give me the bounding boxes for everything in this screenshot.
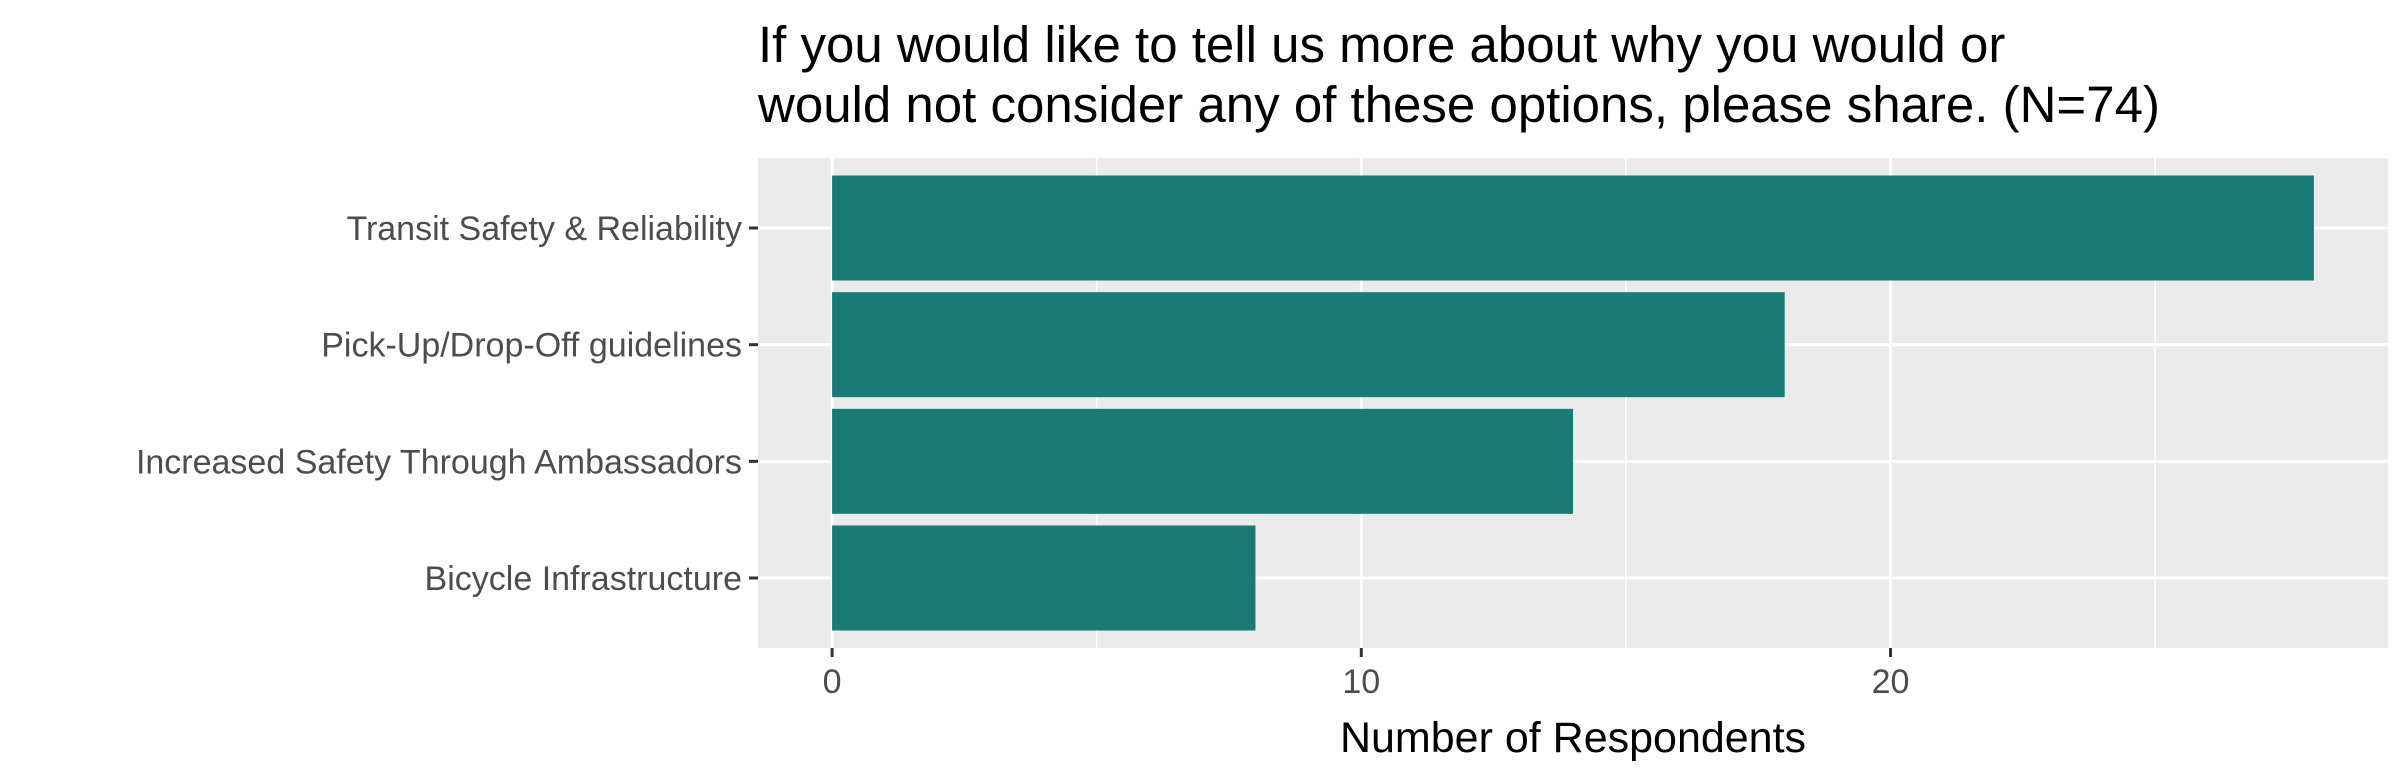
x-axis: 0 10 20 <box>823 648 1910 701</box>
chart-title-line-1: If you would like to tell us more about … <box>758 16 2005 73</box>
y-tick-label-2: Increased Safety Through Ambassadors <box>136 443 742 481</box>
y-tick-label-3: Bicycle Infrastructure <box>425 560 742 598</box>
y-axis: Transit Safety & Reliability Pick-Up/Drop… <box>136 210 758 598</box>
bar-0 <box>832 175 2314 281</box>
x-tick-label-1: 10 <box>1342 663 1380 701</box>
bar-2 <box>832 408 1573 514</box>
x-tick-label-2: 20 <box>1872 663 1910 701</box>
bar-1 <box>832 292 1785 398</box>
bars <box>832 175 2314 631</box>
y-tick-label-1: Pick-Up/Drop-Off guidelines <box>321 327 742 365</box>
bar-3 <box>832 525 1256 631</box>
chart-title-line-2: would not consider any of these options,… <box>757 76 2160 133</box>
x-tick-label-0: 0 <box>823 663 842 701</box>
y-tick-label-0: Transit Safety & Reliability <box>346 210 742 248</box>
x-axis-title: Number of Respondents <box>1340 714 1806 762</box>
